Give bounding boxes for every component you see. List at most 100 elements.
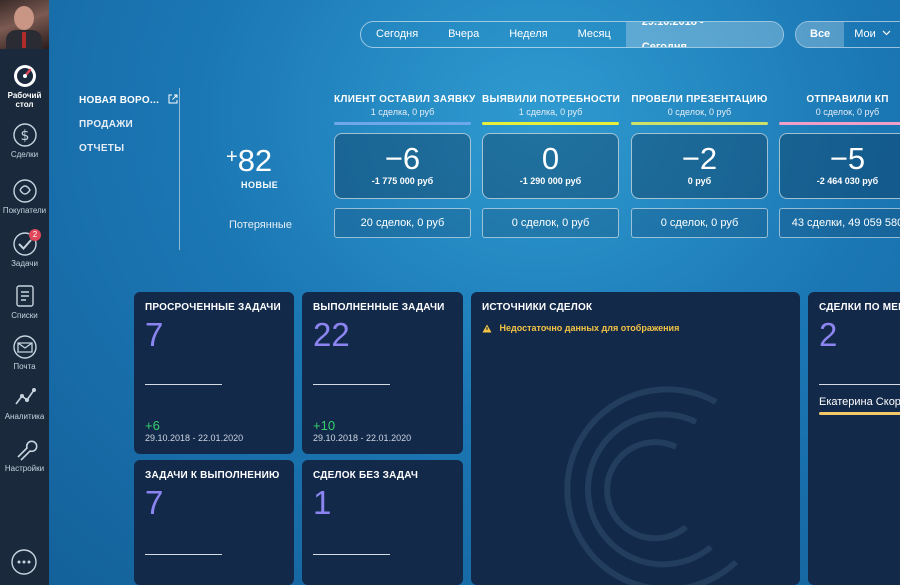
sidebar-item-label: Списки xyxy=(11,311,38,320)
widget-delta: +10 xyxy=(313,418,336,433)
stage-delta-money: -1 775 000 руб xyxy=(371,176,434,186)
widget-overdue-tasks[interactable]: ПРОСРОЧЕННЫЕ ЗАДАЧИ 7 +6 29.10.2018 - 22… xyxy=(134,292,294,454)
mail-icon xyxy=(12,335,37,359)
sidebar-item-label: Рабочий стол xyxy=(7,91,42,109)
widget-title: ВЫПОЛНЕННЫЕ ЗАДАЧИ xyxy=(313,302,445,313)
new-deals-label: НОВЫЕ xyxy=(241,180,279,190)
widget-value: 1 xyxy=(313,484,332,521)
widget-todo-tasks[interactable]: ЗАДАЧИ К ВЫПОЛНЕНИЮ 7 xyxy=(134,460,294,585)
pipeline-item[interactable]: ПРОДАЖИ xyxy=(79,119,134,130)
sidebar-item-label: Покупатели xyxy=(2,206,47,215)
widget-value: 2 xyxy=(819,316,838,353)
stage-delta-money: -1 290 000 руб xyxy=(519,176,582,186)
wrench-icon xyxy=(16,440,37,461)
lost-deals-label: Потерянные xyxy=(229,219,292,231)
filter-yesterday[interactable]: Вчера xyxy=(448,28,480,40)
sidebar-item-settings[interactable]: Настройки xyxy=(0,436,49,473)
scope-all[interactable]: Все xyxy=(796,22,845,47)
tasks-badge: 2 xyxy=(29,229,41,241)
sidebar-item-lists[interactable]: Списки xyxy=(0,283,49,320)
pipeline-label: НОВАЯ ВОРО... xyxy=(79,95,160,106)
dollar-icon: $ xyxy=(12,123,37,147)
manager-name: Екатерина Скор xyxy=(819,396,900,408)
sidebar-item-label: Сделки xyxy=(10,150,39,159)
stage-delta-box[interactable]: −6 -1 775 000 руб xyxy=(334,133,471,199)
sidebar-item-tasks[interactable]: 2 Задачи xyxy=(0,229,49,268)
list-icon xyxy=(15,285,34,307)
stage-column[interactable]: ПРОВЕЛИ ПРЕЗЕНТАЦИЮ 0 сделок, 0 руб −2 0 ру… xyxy=(631,94,768,238)
widget-deals-by-manager[interactable]: СДЕЛКИ ПО МЕНЕ 2 Екатерина Скор xyxy=(808,292,900,585)
stage-column[interactable]: ВЫЯВИЛИ ПОТРЕБНОСТИ 1 сделка, 0 руб 0 -1 29… xyxy=(482,94,621,238)
stage-delta-box[interactable]: 0 -1 290 000 руб xyxy=(482,133,619,199)
sidebar-item-deals[interactable]: $ Сделки xyxy=(0,122,49,159)
buyers-icon xyxy=(12,179,37,203)
analytics-icon xyxy=(14,388,36,405)
widget-title: ПРОСРОЧЕННЫЕ ЗАДАЧИ xyxy=(145,302,281,313)
sidebar-item-dashboard[interactable]: Рабочий стол xyxy=(0,63,49,109)
manager-bar xyxy=(819,412,900,415)
divider xyxy=(145,554,222,555)
stage-delta-money: -2 464 030 руб xyxy=(816,176,879,186)
divider xyxy=(145,384,222,385)
stage-column[interactable]: ОТПРАВИЛИ КП 0 сделок, 0 руб −5 -2 464 030 … xyxy=(779,94,900,238)
widget-done-tasks[interactable]: ВЫПОЛНЕННЫЕ ЗАДАЧИ 22 +10 29.10.2018 - 2… xyxy=(302,292,463,454)
widget-deal-sources[interactable]: ИСТОЧНИКИ СДЕЛОК Недостаточно данных для… xyxy=(471,292,800,585)
stage-lost-box[interactable]: 0 сделок, 0 руб xyxy=(482,208,619,238)
stage-column[interactable]: КЛИЕНТ ОСТАВИЛ ЗАЯВКУ 1 сделка, 0 руб −6 -1… xyxy=(334,94,476,238)
widget-period: 29.10.2018 - 22.01.2020 xyxy=(313,433,412,443)
widget-deals-without-tasks[interactable]: СДЕЛОК БЕЗ ЗАДАЧ 1 xyxy=(302,460,463,585)
widget-value: 7 xyxy=(145,316,164,353)
pipeline-item[interactable]: ОТЧЕТЫ xyxy=(79,143,125,154)
divider xyxy=(179,88,180,250)
sidebar-item-label: Задачи xyxy=(11,259,38,268)
stage-lost-box[interactable]: 20 сделок, 0 руб xyxy=(334,208,471,238)
widget-value: 22 xyxy=(313,316,350,353)
stage-summary: 1 сделка, 0 руб xyxy=(370,107,435,117)
filter-date-range[interactable]: 29.10.2018 - Сегодня xyxy=(625,22,783,47)
check-icon xyxy=(12,232,37,256)
sidebar-item-analytics[interactable]: Аналитика xyxy=(0,384,49,421)
avatar[interactable] xyxy=(0,0,49,49)
stage-delta-money: 0 руб xyxy=(687,176,712,186)
stage-delta-box[interactable]: −2 0 руб xyxy=(631,133,768,199)
stage-delta-box[interactable]: −5 -2 464 030 руб xyxy=(779,133,900,199)
chat-icon[interactable] xyxy=(10,548,38,576)
filter-today[interactable]: Сегодня xyxy=(376,28,419,40)
loading-spinner-icon xyxy=(564,386,739,585)
divider xyxy=(819,384,900,385)
pipeline-item[interactable]: НОВАЯ ВОРО... xyxy=(79,94,178,106)
widget-delta: +6 xyxy=(145,418,160,433)
stage-color-bar xyxy=(334,122,471,125)
stage-color-bar xyxy=(482,122,619,125)
sidebar-item-label: Настройки xyxy=(4,464,45,473)
widget-value: 7 xyxy=(145,484,164,521)
stage-delta-value: −5 xyxy=(829,141,866,176)
filter-month[interactable]: Месяц xyxy=(577,28,611,40)
scope-mine[interactable]: Мои xyxy=(844,22,900,47)
new-deals-count: +82 xyxy=(226,143,273,178)
stage-color-bar xyxy=(779,122,900,125)
svg-text:$: $ xyxy=(20,128,29,144)
widget-title: СДЕЛОК БЕЗ ЗАДАЧ xyxy=(313,470,419,481)
sidebar-item-label: Аналитика xyxy=(4,412,45,421)
filter-week[interactable]: Неделя xyxy=(509,28,548,40)
sidebar-item-label: Почта xyxy=(13,362,36,371)
sidebar-item-buyers[interactable]: Покупатели xyxy=(0,178,49,215)
stage-title: ВЫЯВИЛИ ПОТРЕБНОСТИ xyxy=(482,94,621,105)
widget-period: 29.10.2018 - 22.01.2020 xyxy=(145,433,244,443)
date-filter: Сегодня Вчера Неделя Месяц 29.10.2018 - … xyxy=(360,21,784,48)
stage-lost-box[interactable]: 43 сделки, 49 059 580 xyxy=(779,208,900,238)
stage-summary: 0 сделок, 0 руб xyxy=(815,107,880,117)
chevron-down-icon xyxy=(882,30,891,36)
external-link-icon[interactable] xyxy=(168,94,178,104)
divider xyxy=(313,384,390,385)
stage-summary: 0 сделок, 0 руб xyxy=(667,107,732,117)
divider xyxy=(313,554,390,555)
scope-mine-label: Мои xyxy=(854,28,876,40)
stage-title: ОТПРАВИЛИ КП xyxy=(806,94,889,105)
stage-delta-value: 0 xyxy=(541,141,560,176)
stage-lost-box[interactable]: 0 сделок, 0 руб xyxy=(631,208,768,238)
stage-title: КЛИЕНТ ОСТАВИЛ ЗАЯВКУ xyxy=(334,94,476,105)
no-data-warning: Недостаточно данных для отображения xyxy=(482,323,789,333)
sidebar-item-mail[interactable]: Почта xyxy=(0,334,49,371)
